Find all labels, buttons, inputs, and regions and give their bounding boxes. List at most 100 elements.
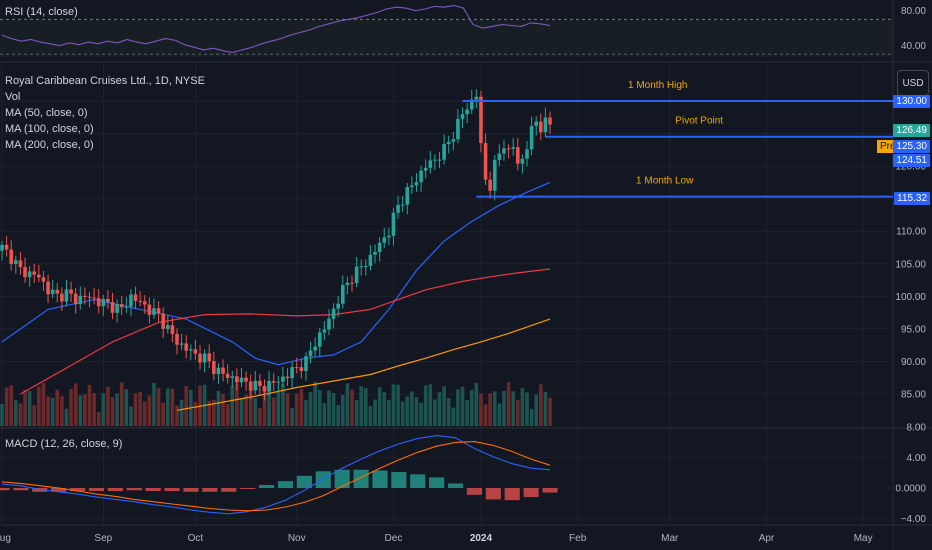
volume-bar (354, 400, 359, 426)
macd-histogram-bar (13, 488, 29, 491)
candle-body (248, 381, 253, 391)
candle-body (419, 170, 423, 183)
volume-bar (285, 393, 290, 426)
main-y-tick: 95.00 (901, 324, 926, 335)
x-tick-label: Mar (661, 533, 679, 544)
candle-body (414, 182, 419, 186)
volume-bar (299, 388, 304, 426)
candle-body (437, 159, 442, 161)
rsi-y-tick: 40.00 (901, 41, 926, 52)
volume-bar (548, 397, 552, 426)
candle-body (106, 298, 110, 302)
volume-bar (262, 388, 267, 426)
volume-bar (276, 391, 281, 426)
candles (0, 89, 552, 401)
volume-bar (377, 387, 382, 426)
candle-body (377, 242, 382, 252)
volume-bar (69, 388, 73, 426)
candle-body (207, 353, 212, 362)
rsi-line (1, 4, 551, 54)
volume-bar (221, 393, 225, 426)
x-tick-label: Nov (288, 533, 306, 544)
volume-bar (216, 391, 221, 426)
volume-bar (396, 384, 400, 426)
candle-body (308, 350, 313, 357)
volume-bar (345, 383, 350, 426)
candle-body (198, 353, 202, 363)
volume-bar (525, 392, 529, 426)
macd-histogram-bar (315, 471, 331, 488)
volume-bar (23, 389, 27, 426)
currency-button[interactable]: USD (897, 70, 929, 96)
pivot-point-label: Pivot Point (675, 116, 723, 127)
volume-bar (488, 393, 492, 426)
candle-body (212, 361, 216, 375)
volume-bar (46, 396, 50, 426)
candle-body (202, 353, 207, 363)
volume-bar (479, 393, 483, 426)
volume-bar (359, 386, 364, 426)
macd-histogram-bar (334, 469, 350, 488)
volume-bar (267, 384, 271, 426)
volume-bar (419, 402, 423, 426)
candle-body (276, 381, 281, 383)
volume-bar (387, 400, 391, 426)
candle-body (4, 244, 9, 250)
volume-bar (497, 403, 502, 426)
pre-price-tag: 125.30 (893, 140, 930, 153)
candle-body (32, 271, 37, 275)
main-title: Royal Caribbean Cruises Ltd., 1D, NYSE (5, 75, 205, 87)
main-y-tick: 90.00 (901, 357, 926, 368)
signal-line (1, 441, 551, 512)
volume-bar (4, 387, 9, 426)
candle-body (115, 304, 119, 313)
volume-bar (327, 390, 331, 426)
pivot-price-tag: 124.51 (893, 154, 930, 167)
candle-body (161, 313, 165, 329)
volume-bar (225, 403, 230, 426)
candle-body (322, 329, 327, 333)
candle-body (27, 271, 32, 278)
macd-histogram-bar (164, 488, 180, 492)
candle-body (119, 304, 124, 308)
candle-body (14, 260, 18, 264)
pre-market-tag: Pre (877, 140, 899, 153)
candle-body (442, 143, 446, 160)
volume-bar (50, 397, 55, 426)
macd-histogram-bar (259, 484, 275, 488)
candle-body (506, 148, 511, 150)
candle-body (138, 300, 142, 302)
volume-bar (456, 389, 460, 426)
candle-body (345, 282, 350, 286)
volume-bar (529, 408, 534, 426)
volume-bar (41, 382, 46, 426)
candle-body (511, 147, 515, 149)
volume-bar (446, 398, 451, 426)
volume-bar (142, 401, 147, 426)
volume-bar (83, 394, 87, 426)
candle-body (483, 143, 488, 180)
candle-body (69, 289, 73, 294)
candle-body (354, 266, 359, 284)
candle-body (373, 251, 377, 255)
candle-body (433, 159, 437, 161)
x-tick-label: Sep (94, 533, 112, 544)
ma100-line (20, 268, 551, 395)
rsi-legend: RSI (14, close) (5, 6, 78, 18)
volume-bar (106, 386, 110, 426)
candle-body (304, 356, 308, 372)
legend-ma50: MA (50, close, 0) (5, 107, 88, 119)
candle-body (23, 267, 27, 278)
macd-histogram-bar (447, 483, 464, 488)
volume-bar (373, 399, 377, 426)
x-tick-label: Oct (188, 533, 204, 544)
volume-bar (442, 386, 446, 426)
candle-body (46, 281, 50, 295)
volume-bar (474, 382, 479, 426)
month-high-label: 1 Month High (628, 80, 687, 91)
x-tick-label: 2024 (470, 533, 493, 544)
macd-histogram-bar (70, 488, 86, 492)
high-price-tag: 130.00 (893, 95, 930, 108)
macd-histogram-bar (0, 488, 10, 491)
